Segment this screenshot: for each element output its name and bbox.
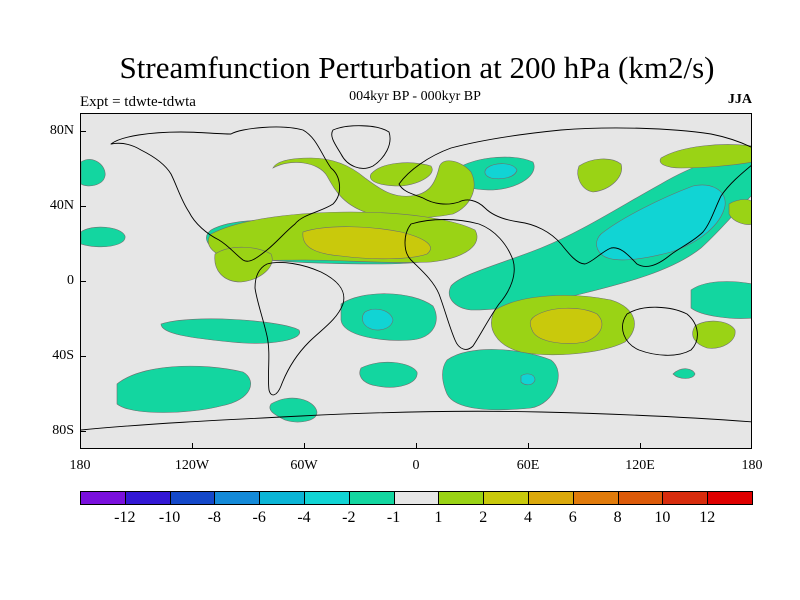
region-pacific-trop [81, 226, 126, 248]
colorbar-label: 12 [699, 509, 716, 526]
map-panel [80, 113, 752, 449]
x-tick-label-60e: 60E [516, 458, 540, 473]
region-pacific-nw [81, 159, 106, 187]
colorbar-label: 4 [524, 509, 532, 526]
region-w-pacific-e [728, 199, 751, 225]
x-tick [192, 443, 193, 449]
region-n-pacific-trop [690, 281, 751, 319]
colorbar-label: -2 [342, 509, 356, 526]
experiment-label: Expt = tdwte-tdwta [80, 94, 196, 110]
region-siberia [577, 158, 622, 193]
colorbar-box [528, 491, 574, 505]
x-tick-label-60w: 60W [290, 458, 318, 473]
coast-africa [404, 219, 515, 350]
colorbar-box [707, 491, 753, 505]
y-tick-label-40n: 40N [49, 198, 74, 213]
y-tick [80, 431, 86, 432]
y-tick-label-80s: 80S [52, 423, 74, 438]
coastlines [81, 125, 751, 431]
region-australia-s [672, 368, 696, 379]
colorbar-box [348, 491, 395, 505]
colorbar-box [483, 491, 529, 505]
colorbar-label: 1 [434, 509, 443, 526]
colorbar-box [438, 491, 485, 505]
region-n-pacific [370, 162, 433, 187]
y-tick [80, 281, 86, 282]
x-tick [640, 443, 641, 449]
plot-subtitle: 004kyr BP - 000kyr BP [349, 89, 481, 104]
colorbar-label: -12 [114, 509, 136, 526]
region-drake [269, 397, 318, 423]
y-tick-label-eq: 0 [67, 273, 74, 288]
coast-antarctica [81, 410, 751, 431]
x-tick-label-180w: 180 [69, 458, 91, 473]
strong-positive-regions [302, 226, 603, 344]
strong-negative-regions [362, 163, 726, 386]
region-n-pacific-e [659, 144, 751, 169]
colorbar-box [617, 491, 664, 505]
region-canada-atlantic [272, 157, 475, 219]
region-tasman [692, 320, 736, 349]
colorbar-label: -6 [252, 509, 266, 526]
colorbar-box [393, 491, 440, 505]
colorbar-box [259, 491, 305, 505]
colorbar-label: -10 [158, 509, 181, 526]
x-tick [528, 443, 529, 449]
x-tick-label-180e: 180 [741, 458, 763, 473]
colorbar-box [169, 491, 216, 505]
colorbar-box [80, 491, 126, 505]
colorbar-label: 2 [479, 509, 488, 526]
y-tick-label-40s: 40S [52, 348, 74, 363]
colorbar-box [304, 491, 350, 505]
y-tick [80, 131, 86, 132]
y-tick [80, 356, 86, 357]
y-tick [80, 206, 86, 207]
core-s-indian [520, 373, 536, 386]
colorbar [80, 491, 753, 506]
colorbar-label: 6 [568, 509, 577, 526]
x-tick-label-0: 0 [412, 458, 420, 473]
core-s-atlantic [362, 308, 394, 331]
colorbar-box [214, 491, 261, 505]
negative-anomaly-regions [81, 149, 751, 423]
x-tick-label-120e: 120E [625, 458, 655, 473]
region-south-pacific [116, 365, 251, 413]
colorbar-box [124, 491, 171, 505]
plot-title: Streamfunction Perturbation at 200 hPa (… [119, 50, 715, 85]
streamfunction-map [81, 125, 751, 431]
coast-eurasia [398, 127, 751, 267]
coast-greenland [331, 125, 391, 169]
coast-north-america [110, 126, 340, 262]
season-label: JJA [727, 92, 752, 107]
colorbar-box [662, 491, 709, 505]
core-indian [529, 307, 603, 344]
colorbar-label: -8 [207, 509, 222, 526]
region-hawaii [160, 318, 300, 344]
x-tick-label-120w: 120W [174, 458, 210, 473]
coast-south-america [254, 261, 345, 396]
region-s-atlantic-2 [359, 361, 418, 388]
x-tick [416, 443, 417, 449]
colorbar-label: 10 [654, 509, 671, 526]
colorbar-label: 8 [613, 509, 622, 526]
y-tick-label-80n: 80N [49, 123, 74, 138]
colorbar-box [572, 491, 619, 505]
core-n-atlantic [484, 163, 518, 180]
coast-australia [622, 306, 698, 356]
colorbar-label: -4 [297, 509, 311, 526]
region-s-indian [442, 349, 559, 411]
x-tick [304, 443, 305, 449]
colorbar-label: -1 [386, 509, 401, 526]
core-n-atlantic-trop [302, 226, 431, 260]
